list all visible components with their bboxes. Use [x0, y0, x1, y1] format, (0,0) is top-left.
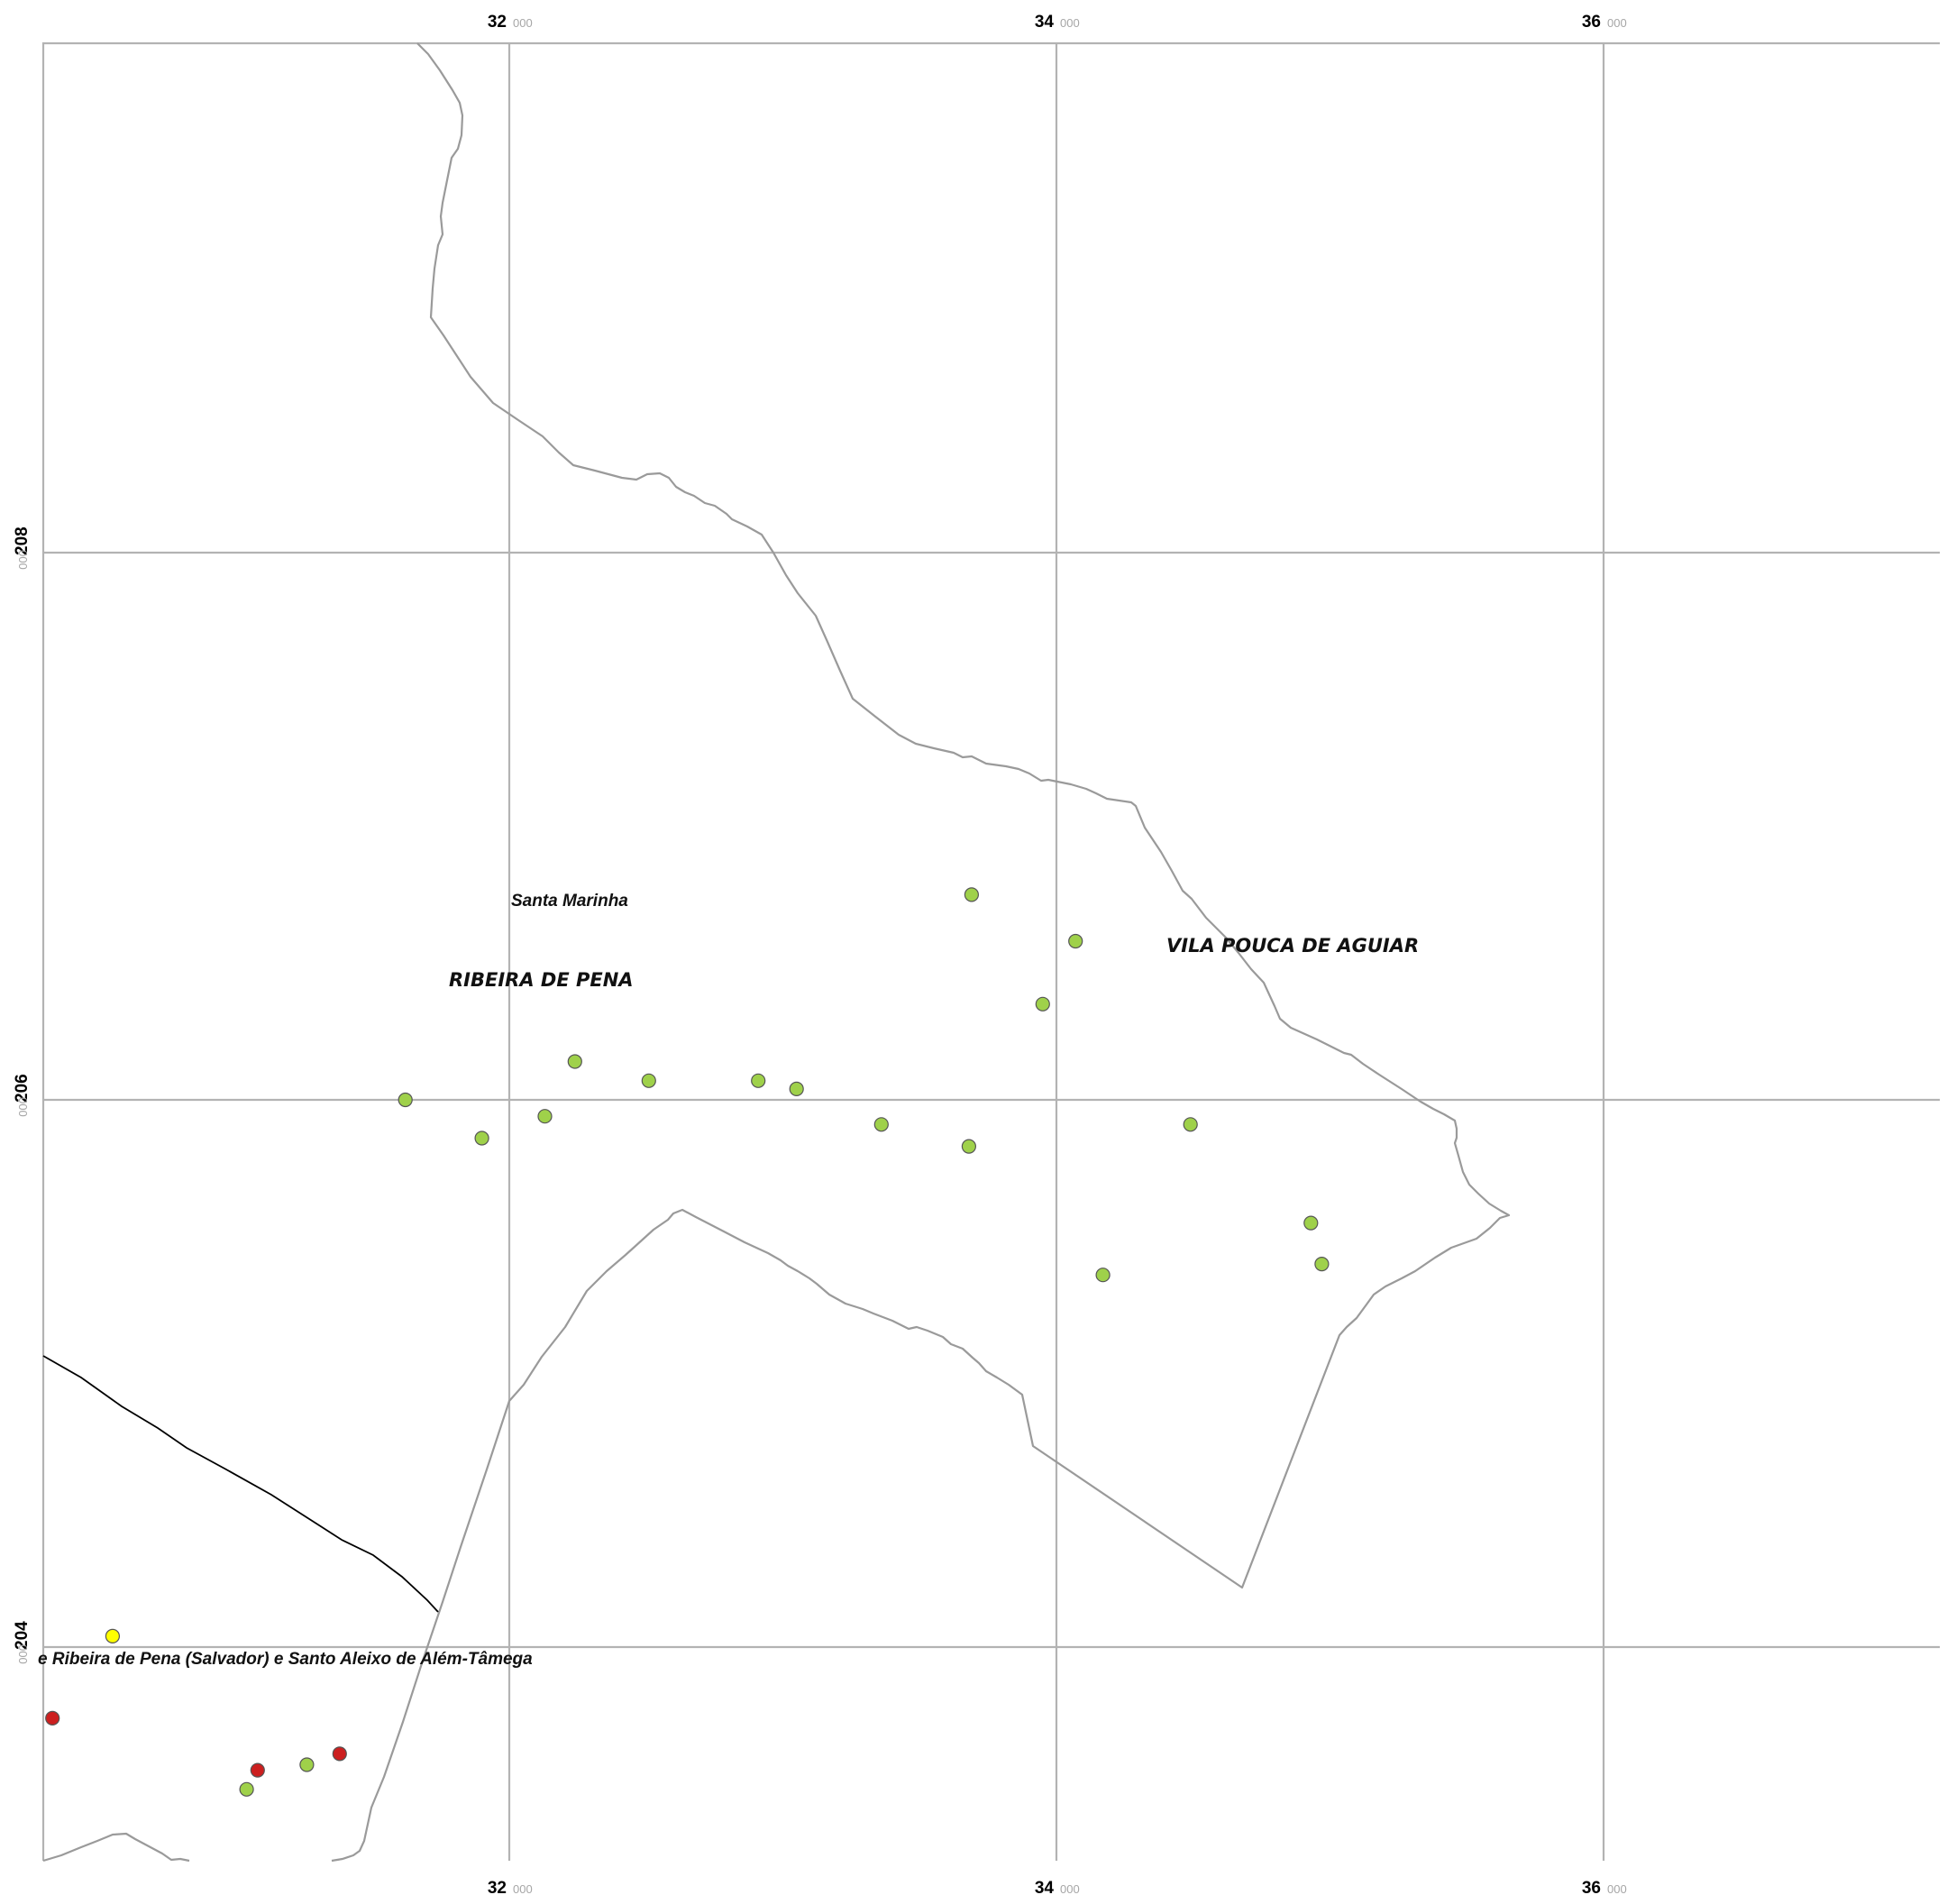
map-point-green-4[interactable]: [641, 1073, 656, 1088]
place-labels: Santa Marinha RIBEIRA DE PENA VILA POUCA…: [38, 892, 1419, 1669]
x-tick-bottom-36-minor: 000: [1607, 1882, 1627, 1896]
x-tick-top-36: 36: [1582, 13, 1601, 32]
map-point-green-14[interactable]: [1314, 1256, 1330, 1272]
map-point-green-11[interactable]: [1035, 996, 1050, 1012]
label-vila-pouca-de-aguiar: VILA POUCA DE AGUIAR: [1166, 935, 1419, 957]
map-point-green-5[interactable]: [751, 1073, 766, 1088]
x-tick-bottom-34-minor: 000: [1060, 1882, 1080, 1896]
map-point-red-17[interactable]: [45, 1710, 60, 1726]
map-point-green-6[interactable]: [789, 1081, 804, 1097]
tick-labels: 32 000 34 000 36 000 32 000 34 000 36 00…: [13, 13, 1627, 1898]
map-point-green-8[interactable]: [961, 1139, 977, 1154]
x-tick-top-36-minor: 000: [1607, 16, 1627, 30]
map-point-red-18[interactable]: [250, 1762, 265, 1778]
map-point-green-15[interactable]: [1095, 1268, 1111, 1283]
map-point-green-7[interactable]: [873, 1117, 889, 1132]
map-point-green-12[interactable]: [1183, 1117, 1198, 1132]
map-point-green-9[interactable]: [964, 887, 980, 902]
map-point-green-20[interactable]: [299, 1757, 315, 1772]
grid-lines: [41, 41, 1940, 1861]
parish-boundary-south: [42, 1832, 190, 1863]
x-tick-top-34-minor: 000: [1060, 16, 1080, 30]
points-layer: [45, 887, 1330, 1797]
x-tick-top-32-minor: 000: [513, 16, 533, 30]
map-point-red-19[interactable]: [332, 1746, 347, 1762]
y-tick-204-minor: 000: [16, 1644, 30, 1664]
y-tick-206: 206: [13, 1074, 32, 1103]
label-union-parish: e Ribeira de Pena (Salvador) e Santo Ale…: [38, 1650, 533, 1669]
parish-boundaries: [42, 42, 1511, 1863]
map-point-green-3[interactable]: [567, 1054, 582, 1069]
x-tick-bottom-36: 36: [1582, 1879, 1601, 1898]
x-tick-bottom-32: 32: [488, 1879, 507, 1898]
municipality-boundary-black: [42, 1355, 439, 1613]
parish-boundary-ribeira-vila-pouca: [331, 42, 1511, 1863]
map-point-green-2[interactable]: [537, 1109, 553, 1124]
y-tick-204: 204: [13, 1621, 32, 1650]
map-point-green-10[interactable]: [1068, 933, 1083, 949]
y-tick-206-minor: 000: [16, 1097, 30, 1117]
y-tick-208: 208: [13, 526, 32, 555]
map-frame: [41, 41, 1940, 1861]
map-point-green-1[interactable]: [474, 1130, 489, 1146]
x-tick-top-34: 34: [1035, 13, 1055, 32]
map-point-green-0[interactable]: [398, 1092, 413, 1108]
map-point-green-13[interactable]: [1303, 1215, 1319, 1231]
x-tick-top-32: 32: [488, 13, 507, 32]
map-point-green-21[interactable]: [239, 1781, 254, 1797]
map-point-yellow-16[interactable]: [105, 1628, 121, 1644]
label-santa-marinha: Santa Marinha: [511, 892, 628, 911]
y-tick-208-minor: 000: [16, 550, 30, 570]
label-ribeira-de-pena: RIBEIRA DE PENA: [449, 969, 634, 991]
x-tick-bottom-34: 34: [1035, 1879, 1055, 1898]
x-tick-bottom-32-minor: 000: [513, 1882, 533, 1896]
